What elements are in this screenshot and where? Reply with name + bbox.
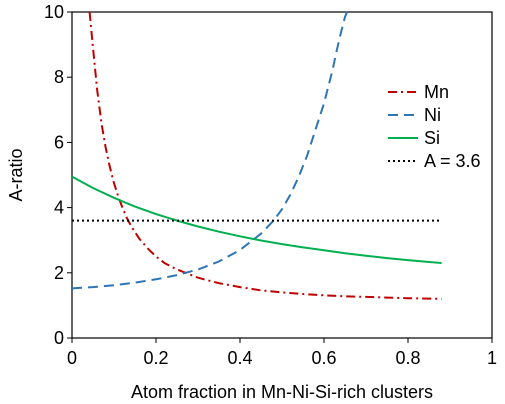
- x-tick-label: 1: [487, 348, 497, 368]
- x-axis-ticks: 0 0.2 0.4 0.6 0.8 1: [67, 338, 497, 368]
- plot-area: [71, 11, 493, 339]
- x-tick-label: 0: [67, 348, 77, 368]
- series-line-mn: [88, 11, 442, 300]
- series-line-si: [71, 175, 442, 264]
- y-axis-title: A-ratio: [6, 148, 26, 201]
- y-tick-label: 6: [54, 132, 64, 152]
- y-tick-label: 0: [54, 328, 64, 348]
- series-layer: [71, 11, 442, 300]
- legend-label: A = 3.6: [424, 151, 481, 171]
- x-tick-label: 0.2: [143, 348, 168, 368]
- y-tick-label: 10: [44, 2, 64, 22]
- y-tick-label: 4: [54, 198, 64, 218]
- legend-label: Si: [424, 128, 440, 148]
- x-tick-label: 0.4: [227, 348, 252, 368]
- series-line-ni: [71, 11, 349, 290]
- y-axis-ticks: 0 2 4 6 8 10: [44, 2, 72, 348]
- y-tick-label: 2: [54, 263, 64, 283]
- legend-label: Mn: [424, 82, 449, 102]
- legend-label: Ni: [424, 105, 441, 125]
- x-tick-label: 0.8: [395, 348, 420, 368]
- x-tick-label: 0.6: [311, 348, 336, 368]
- legend: Mn Ni Si A = 3.6: [388, 82, 481, 171]
- x-axis-title: Atom fraction in Mn-Ni-Si-rich clusters: [131, 382, 433, 402]
- y-tick-label: 8: [54, 67, 64, 87]
